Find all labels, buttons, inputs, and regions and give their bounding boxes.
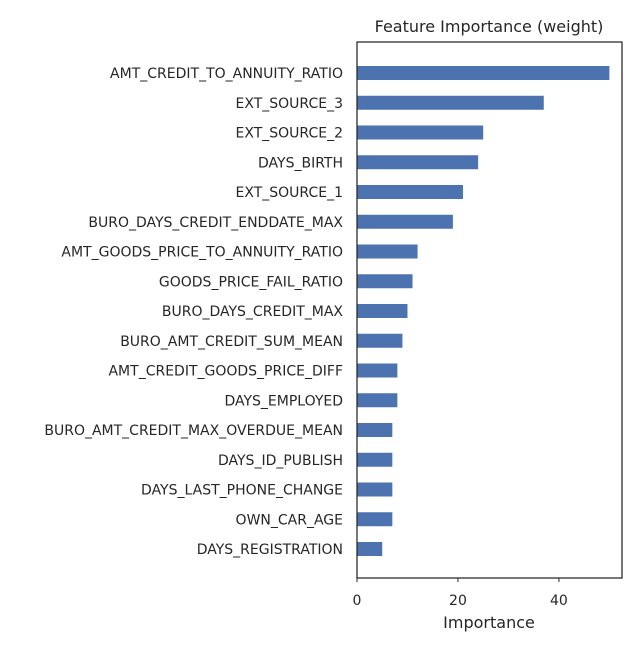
- y-tick-label: DAYS_REGISTRATION: [197, 542, 343, 558]
- x-tick-label: 0: [353, 593, 362, 609]
- bar: [357, 244, 418, 259]
- y-tick-label: DAYS_BIRTH: [258, 155, 343, 171]
- bar: [357, 155, 479, 170]
- bar: [357, 274, 413, 289]
- y-tick-label: AMT_GOODS_PRICE_TO_ANNUITY_RATIO: [61, 245, 343, 261]
- y-tick-label: OWN_CAR_AGE: [236, 512, 343, 528]
- bar: [357, 363, 398, 378]
- y-tick-label: BURO_DAYS_CREDIT_ENDDATE_MAX: [88, 215, 343, 231]
- bar: [357, 125, 484, 140]
- bars-group: [357, 66, 610, 556]
- x-tick-label: 40: [550, 593, 568, 609]
- y-tick-label: BURO_DAYS_CREDIT_MAX: [162, 304, 344, 320]
- x-tick-label: 20: [449, 593, 467, 609]
- y-tick-label: EXT_SOURCE_3: [236, 96, 343, 112]
- chart-title: Feature Importance (weight): [375, 17, 604, 36]
- y-tick-label: DAYS_EMPLOYED: [224, 393, 343, 409]
- y-tick-label: BURO_AMT_CREDIT_SUM_MEAN: [120, 334, 343, 350]
- bar: [357, 482, 393, 497]
- bar: [357, 66, 610, 80]
- y-tick-label: GOODS_PRICE_FAIL_RATIO: [159, 274, 343, 290]
- y-tick-label: DAYS_ID_PUBLISH: [218, 453, 343, 469]
- bar: [357, 214, 453, 229]
- x-axis-label: Importance: [443, 613, 535, 632]
- x-ticks: 0 20 40: [353, 578, 568, 609]
- bar: [357, 393, 398, 408]
- bar: [357, 185, 463, 199]
- bar: [357, 304, 408, 318]
- bar: [357, 333, 403, 348]
- bar: [357, 542, 383, 556]
- y-tick-labels: AMT_CREDIT_TO_ANNUITY_RATIO EXT_SOURCE_3 E…: [44, 66, 343, 558]
- y-tick-label: EXT_SOURCE_2: [236, 126, 343, 142]
- y-tick-label: AMT_CREDIT_TO_ANNUITY_RATIO: [110, 66, 343, 82]
- bar: [357, 512, 393, 527]
- bar: [357, 452, 393, 467]
- y-tick-label: DAYS_LAST_PHONE_CHANGE: [141, 483, 343, 499]
- y-tick-label: BURO_AMT_CREDIT_MAX_OVERDUE_MEAN: [44, 423, 343, 439]
- bar: [357, 423, 393, 437]
- y-tick-label: AMT_CREDIT_GOODS_PRICE_DIFF: [108, 364, 343, 380]
- bar: [357, 95, 544, 110]
- y-tick-label: EXT_SOURCE_1: [236, 185, 343, 201]
- plot-frame: [356, 41, 623, 579]
